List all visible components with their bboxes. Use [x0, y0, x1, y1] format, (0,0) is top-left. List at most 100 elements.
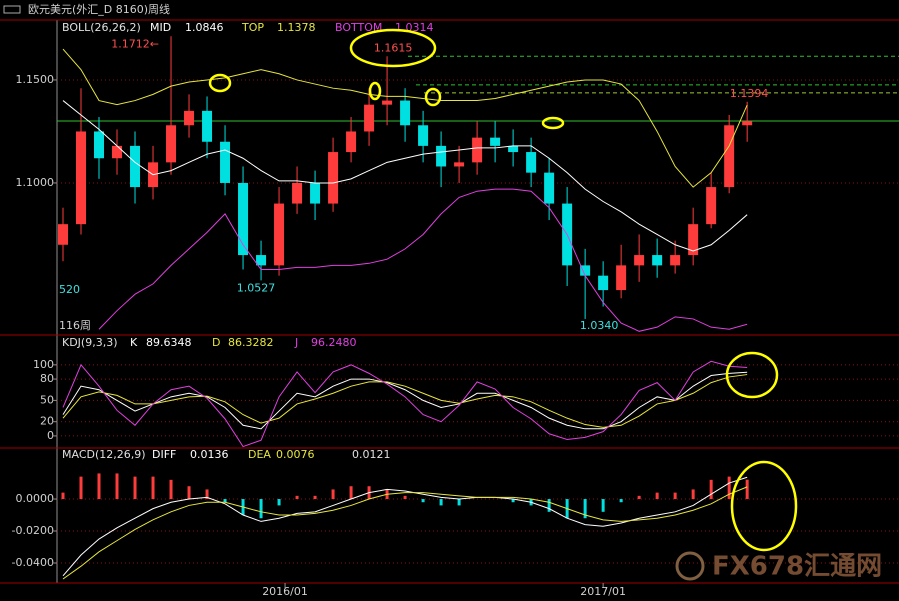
candle-body: [130, 145, 141, 188]
legend-name: K: [130, 336, 138, 349]
highlight-ellipse: [725, 351, 779, 399]
candle-body: [706, 187, 717, 225]
x-tick-label: 2016/01: [262, 585, 308, 598]
candle-body: [454, 162, 465, 167]
legend-value: 1.0846: [185, 21, 224, 34]
highlight-ellipse: [368, 81, 382, 101]
annotation: 1.0527: [237, 281, 276, 294]
candle-body: [418, 125, 429, 146]
highlight-ellipse: [349, 28, 437, 68]
highlight-ellipse: [424, 87, 442, 107]
legend-name: J: [294, 336, 298, 349]
candle-body: [472, 137, 483, 163]
candle-body: [382, 100, 393, 105]
y-tick-label: 1.1500: [16, 73, 55, 86]
series-line: [62, 486, 748, 580]
series-line: [98, 188, 748, 332]
candle-body: [490, 137, 501, 146]
highlight-ellipse: [730, 460, 798, 552]
window-icon: [3, 5, 21, 14]
legend-name: TOP: [241, 21, 264, 34]
y-tick-label: 1.1000: [16, 176, 55, 189]
footnote: 520: [59, 283, 80, 296]
candle-body: [652, 255, 663, 266]
legend-name: DEA: [248, 448, 271, 461]
series-line: [62, 374, 748, 428]
legend-value: 0.0136: [190, 448, 229, 461]
candle-body: [238, 182, 249, 256]
highlight-ellipses: [208, 28, 798, 552]
y-tick-label: 20: [40, 415, 54, 428]
highlight-ellipse: [541, 116, 565, 130]
y-tick-label: -0.0200: [12, 524, 54, 537]
candle-body: [166, 125, 177, 163]
candle-body: [76, 131, 87, 225]
candle-body: [58, 224, 69, 245]
legend-value: 89.6348: [146, 336, 192, 349]
candle-body: [184, 110, 195, 126]
candle-body: [202, 110, 213, 142]
series-line: [62, 371, 748, 430]
footnote: 116周: [59, 319, 91, 332]
watermark-logo: [675, 551, 705, 581]
legend-value: 0.0121: [352, 448, 391, 461]
legend-value: 96.2480: [311, 336, 357, 349]
y-tick-label: 0.0000: [16, 492, 55, 505]
annotation: 1.1712←: [111, 37, 159, 50]
candle-body: [400, 100, 411, 126]
annotation: 1.0340: [580, 319, 619, 332]
candle-body: [724, 125, 735, 188]
candle-body: [94, 131, 105, 159]
panel-title: KDJ(9,3,3): [62, 336, 118, 349]
panel: [57, 473, 899, 580]
candle-body: [634, 255, 645, 266]
legend-name: DIFF: [152, 448, 176, 461]
panel-title: MACD(12,26,9): [62, 448, 146, 461]
candle-body: [616, 265, 627, 291]
candle-body: [598, 275, 609, 291]
candle-body: [688, 224, 699, 256]
candle-body: [346, 131, 357, 153]
candle-body: [310, 182, 321, 204]
annotation: 1.1394: [730, 87, 769, 100]
candle-body: [580, 265, 591, 276]
candle-body: [526, 152, 537, 173]
candle-body: [742, 121, 753, 126]
candle-body: [112, 145, 123, 159]
highlight-ellipse: [208, 73, 232, 93]
candle-body: [544, 172, 555, 204]
annotation: 1.1615: [374, 41, 413, 54]
legend-value: 0.0076: [276, 448, 315, 461]
series-line: [62, 360, 748, 448]
panel: [57, 360, 899, 448]
series-line: [62, 48, 748, 188]
legend-name: BOTTOM: [335, 21, 382, 34]
candle-body: [292, 182, 303, 204]
legend-name: D: [212, 336, 220, 349]
candle-body: [436, 145, 447, 167]
plot-layer: 2016/01 2017/01 1.1500 1.1000 BOLL(26,26,2) M…: [12, 21, 899, 598]
panel-title: BOLL(26,26,2): [62, 21, 141, 34]
panel: [57, 36, 899, 332]
candle-body: [364, 104, 375, 132]
window-title: 欧元美元(外汇_D 8160)周线: [28, 2, 170, 16]
candle-body: [220, 141, 231, 183]
x-tick-label: 2017/01: [580, 585, 626, 598]
candle-body: [328, 152, 339, 204]
y-tick-label: 80: [40, 372, 54, 385]
legend-name: MID: [150, 21, 171, 34]
y-tick-label: 100: [33, 358, 54, 371]
candle-body: [670, 255, 681, 266]
y-tick-label: -0.0400: [12, 556, 54, 569]
candle-body: [256, 255, 267, 266]
series-line: [62, 476, 748, 577]
series-line: [62, 100, 748, 252]
candle-body: [508, 145, 519, 153]
y-tick-label: 0: [47, 429, 54, 442]
legend-value: 86.3282: [228, 336, 274, 349]
legend-value: 1.1378: [277, 21, 316, 34]
candle-body: [274, 203, 285, 266]
y-tick-label: 50: [40, 393, 54, 406]
